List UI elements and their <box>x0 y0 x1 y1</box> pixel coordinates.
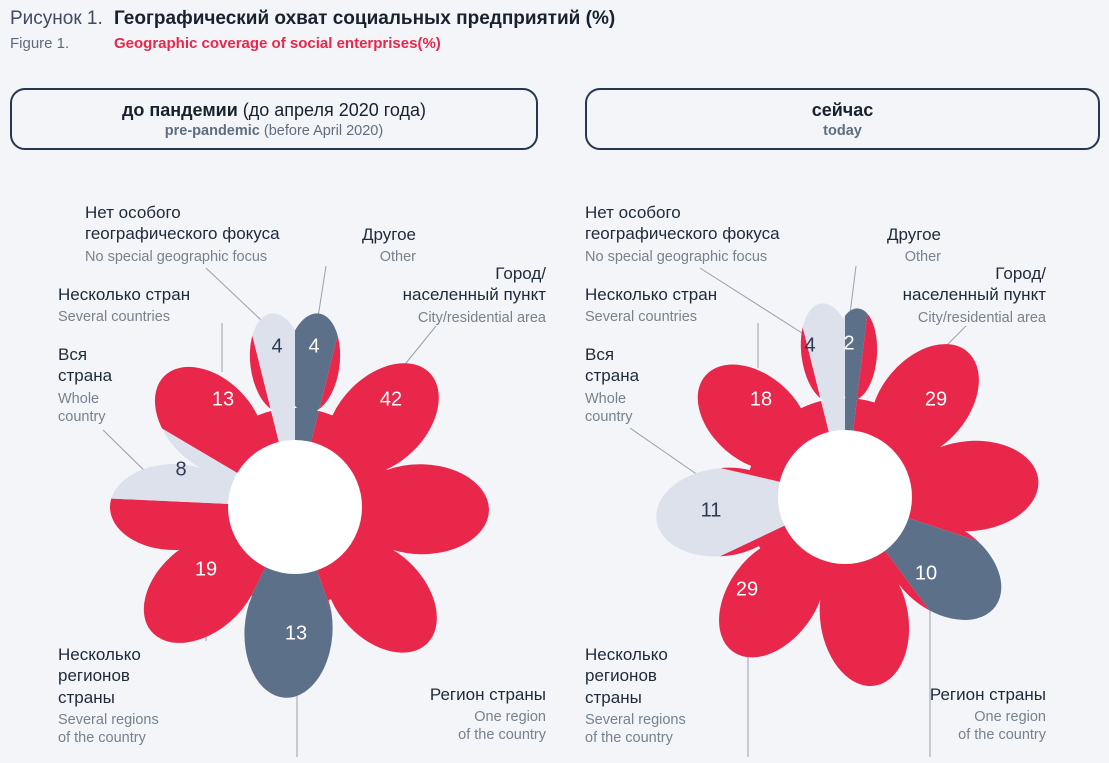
callout-one-region-pre: Регион страны One region of the country <box>430 684 546 745</box>
value-several-regions-pre: 19 <box>194 558 218 581</box>
value-one-region-today: 10 <box>914 562 938 585</box>
callout-several-regions-today-en: Several regions of the country <box>585 711 686 746</box>
flower-center-hole <box>228 440 362 574</box>
callout-whole-country-today: Вся страна Whole country <box>585 344 639 426</box>
figure-number-en: Figure 1. <box>10 35 70 52</box>
callout-other-today-en: Other <box>904 249 941 266</box>
callout-whole-country-today-ru: Вся страна <box>585 345 640 386</box>
callout-several-countries-pre-ru: Несколько стран <box>58 285 191 304</box>
callout-several-regions-pre-en: Several regions of the country <box>58 711 159 746</box>
callout-city-today-ru: Город/ населенный пункт <box>902 264 1046 305</box>
callout-several-countries-today-ru: Несколько стран <box>585 285 718 304</box>
figure-title-ru: Географический охват социальных предприя… <box>114 8 616 29</box>
callout-whole-country-pre: Вся страна Whole country <box>58 344 112 426</box>
callout-several-countries-pre: Несколько стран Several countries <box>58 284 190 326</box>
figure-number-ru: Рисунок 1. <box>10 8 103 29</box>
panel-pre-pandemic: до пандемии (до апреля 2020 года) pre-pa… <box>10 88 538 150</box>
callout-city-pre: Город/ населенный пункт City/residential… <box>403 263 546 327</box>
callout-no-focus-today-ru: Нет особого географического фокуса <box>585 203 780 244</box>
panel-pre-title-en: pre-pandemic (before April 2020) <box>165 123 383 139</box>
leader-line-whole-country-today <box>629 427 709 483</box>
leader-line-no-focus-today <box>699 267 814 341</box>
callout-one-region-today: Регион страны One region of the country <box>930 684 1046 745</box>
callout-one-region-pre-ru: Регион страны <box>429 685 546 704</box>
leader-line-city-pre <box>401 325 437 369</box>
callout-other-pre-en: Other <box>379 249 416 266</box>
callout-no-focus-today: Нет особого географического фокуса No sp… <box>585 202 780 266</box>
value-several-regions-today: 29 <box>735 578 759 601</box>
callout-no-focus-pre: Нет особого географического фокуса No sp… <box>85 202 280 266</box>
value-other-today: 2 <box>843 332 855 355</box>
callout-city-today-en: City/residential area <box>917 309 1046 326</box>
callout-whole-country-pre-en: Whole country <box>58 390 106 425</box>
callout-one-region-today-ru: Регион страны <box>929 685 1046 704</box>
value-one-region-pre: 13 <box>284 622 308 645</box>
callout-city-pre-ru: Город/ населенный пункт <box>402 264 546 305</box>
callout-several-regions-pre: Несколько регионов страны Several region… <box>58 644 159 747</box>
panel-pre-title-en-bold: pre-pandemic <box>164 122 260 139</box>
value-several-countries-today: 18 <box>749 388 773 411</box>
callout-several-regions-today: Несколько регионов страны Several region… <box>585 644 686 747</box>
callout-several-regions-pre-ru: Несколько регионов страны <box>58 645 141 707</box>
callout-city-pre-en: City/residential area <box>417 309 546 326</box>
figure-title-en: Geographic coverage of social enterprise… <box>114 35 441 52</box>
value-no-focus-pre: 4 <box>271 335 283 358</box>
callout-other-today: Другое Other <box>887 224 941 266</box>
panel-today-title-en-bold: today <box>823 122 862 139</box>
callout-no-focus-pre-ru: Нет особого географического фокуса <box>85 203 280 244</box>
flower-center-hole <box>778 430 912 564</box>
value-whole-country-pre: 8 <box>175 458 187 481</box>
value-whole-country-today: 11 <box>700 499 722 522</box>
value-no-focus-today: 4 <box>804 334 816 357</box>
callout-other-pre-ru: Другое <box>361 225 416 244</box>
callout-several-regions-today-ru: Несколько регионов страны <box>585 645 668 707</box>
panel-pre-title-ru-rest: (до апреля 2020 года) <box>237 99 427 120</box>
value-city-today: 29 <box>924 388 948 411</box>
callout-one-region-pre-en: One region of the country <box>458 709 546 744</box>
callout-whole-country-today-en: Whole country <box>585 390 633 425</box>
value-several-countries-pre: 13 <box>211 388 235 411</box>
callout-several-countries-pre-en: Several countries <box>58 309 171 326</box>
callout-one-region-today-en: One region of the country <box>958 709 1046 744</box>
callout-no-focus-pre-en: No special geographic focus <box>85 248 268 265</box>
figure-header: Рисунок 1. Географический охват социальн… <box>10 8 615 52</box>
callout-no-focus-today-en: No special geographic focus <box>585 248 768 265</box>
panel-pre-title-ru: до пандемии (до апреля 2020 года) <box>122 100 426 121</box>
panel-today-title-ru: сейчас <box>812 100 874 121</box>
callout-several-countries-today-en: Several countries <box>585 309 698 326</box>
panel-today-title-ru-bold: сейчас <box>811 99 874 120</box>
callout-other-pre: Другое Other <box>362 224 416 266</box>
value-other-pre: 4 <box>308 335 320 358</box>
panel-today: сейчас today <box>585 88 1100 150</box>
panel-pre-title-ru-bold: до пандемии <box>121 99 238 120</box>
panel-pre-title-en-rest: (before April 2020) <box>259 122 384 139</box>
value-city-pre: 42 <box>379 388 403 411</box>
panel-today-title-en: today <box>823 123 862 139</box>
callout-whole-country-pre-ru: Вся страна <box>58 345 113 386</box>
callout-city-today: Город/ населенный пункт City/residential… <box>903 263 1046 327</box>
callout-other-today-ru: Другое <box>886 225 941 244</box>
callout-several-countries-today: Несколько стран Several countries <box>585 284 717 326</box>
